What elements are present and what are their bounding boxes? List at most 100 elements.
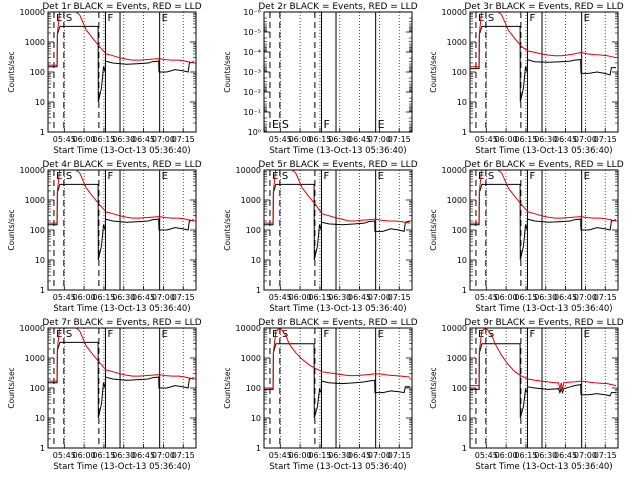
x-tick-label: 06:45 [554, 451, 577, 460]
plot-frame [263, 327, 413, 449]
x-tick-label: 06:00 [495, 293, 518, 302]
y-tick-label: 100 [452, 384, 467, 393]
y-tick-label: 100 [452, 68, 467, 77]
series-group [264, 328, 411, 419]
plot-frame [263, 169, 413, 291]
y-tick-label: 10000 [20, 166, 45, 175]
x-tick-label: 07:15 [594, 451, 617, 460]
x-tick-label: 06:15 [514, 451, 537, 460]
series-group [48, 328, 195, 419]
x-tick-label: 06:30 [534, 293, 557, 302]
x-axis-label: Start Time (13-Oct-13 05:36:40) [53, 462, 190, 472]
x-tick-label: 06:30 [328, 135, 351, 144]
series-lld-line [48, 328, 195, 382]
series-group [470, 170, 617, 261]
series-lld-line [470, 170, 617, 224]
series-lld-line [470, 328, 617, 390]
y-tick-label: 100 [30, 226, 45, 235]
x-tick-label: 06:45 [554, 293, 577, 302]
x-tick-label: 07:00 [368, 135, 391, 144]
event-label: E [378, 329, 384, 340]
panel-title: Det 8r BLACK = Events, RED = LLD [258, 318, 417, 328]
y-tick-label: 10000 [236, 324, 261, 333]
x-tick-label: 07:15 [388, 135, 411, 144]
y-tick-label: 10 [457, 256, 467, 265]
series-events-line [264, 343, 410, 419]
y-tick-label: 10000 [442, 324, 467, 333]
x-tick-label: 07:00 [574, 451, 597, 460]
series-lld-line [470, 12, 617, 68]
series-events-line [48, 25, 195, 103]
panel-5: Det 5r BLACK = Events, RED = LLD 1 10 100 10… [223, 160, 418, 314]
y-tick-label: 10000 [442, 166, 467, 175]
x-tick-label: 06:00 [289, 135, 312, 144]
x-tick-label: 07:15 [594, 135, 617, 144]
x-tick-label: 06:45 [348, 135, 371, 144]
y-tick-label: 10⁻⁵ [243, 28, 261, 37]
panel-title: Det 5r BLACK = Events, RED = LLD [258, 160, 417, 170]
series-events-line [48, 341, 195, 419]
x-tick-label: 06:15 [92, 451, 115, 460]
x-tick-label: 07:00 [574, 293, 597, 302]
event-label: F [323, 118, 329, 131]
y-tick-label: 100 [246, 384, 261, 393]
y-tick-label: 10000 [236, 166, 261, 175]
x-tick-label: 07:15 [388, 451, 411, 460]
y-tick-label: 10 [35, 256, 45, 265]
event-label: F [323, 329, 329, 340]
panel-title: Det 3r BLACK = Events, RED = LLD [464, 2, 623, 12]
plot-frame [47, 169, 197, 291]
x-tick-label: 06:00 [73, 135, 96, 144]
x-tick-label: 07:00 [368, 451, 391, 460]
x-axis-label: Start Time (13-Oct-13 05:36:40) [269, 146, 406, 156]
x-tick-label: 07:00 [368, 293, 391, 302]
x-tick-label: 06:00 [73, 293, 96, 302]
x-tick-label: 05:45 [269, 451, 292, 460]
event-label: S [66, 13, 72, 24]
series-events-line [264, 183, 411, 261]
x-tick-label: 06:30 [534, 135, 557, 144]
x-tick-label: 06:15 [514, 293, 537, 302]
panel-1: Det 1r BLACK = Events, RED = LLD 1 10 100 10… [7, 2, 202, 156]
event-label: F [107, 171, 113, 182]
event-label: E [378, 118, 385, 131]
y-tick-label: 1 [40, 444, 45, 453]
x-axis-label: Start Time (13-Oct-13 05:36:40) [475, 462, 612, 472]
plot-frame [469, 327, 619, 449]
y-tick-label: 100 [246, 226, 261, 235]
y-tick-label: 10⁻⁶ [243, 8, 261, 17]
y-tick-label: 1000 [447, 196, 467, 205]
series-group [48, 12, 195, 103]
series-lld-line [48, 170, 195, 224]
panel-8: Det 8r BLACK = Events, RED = LLD 1 10 100 10… [223, 318, 418, 472]
y-tick-label: 10 [457, 98, 467, 107]
plot-frame [263, 11, 413, 133]
event-label: S [282, 118, 289, 131]
x-tick-label: 06:45 [132, 451, 155, 460]
panel-7: Det 7r BLACK = Events, RED = LLD 1 10 100 10… [7, 318, 202, 472]
y-tick-label: 10 [457, 414, 467, 423]
x-tick-label: 07:15 [172, 135, 195, 144]
series-events-line [470, 183, 617, 261]
y-tick-label: 10000 [20, 8, 45, 17]
x-tick-label: 06:45 [132, 135, 155, 144]
panel-title: Det 4r BLACK = Events, RED = LLD [42, 160, 201, 170]
x-tick-label: 07:00 [574, 135, 597, 144]
y-tick-label: 100 [30, 68, 45, 77]
y-tick-label: 10⁻² [243, 88, 261, 97]
x-tick-label: 06:30 [328, 451, 351, 460]
event-label: S [282, 171, 288, 182]
x-tick-label: 07:15 [172, 293, 195, 302]
panel-title: Det 2r BLACK = Events, RED = LLD [258, 2, 417, 12]
y-axis-label: Counts/sec [429, 51, 438, 92]
event-label: S [488, 171, 494, 182]
event-label: S [488, 13, 494, 24]
x-tick-label: 05:45 [53, 135, 76, 144]
x-tick-label: 07:15 [594, 293, 617, 302]
x-tick-label: 06:15 [308, 293, 331, 302]
y-axis-label: Counts/sec [223, 51, 232, 92]
event-label: E [272, 118, 279, 131]
event-label: S [66, 171, 72, 182]
